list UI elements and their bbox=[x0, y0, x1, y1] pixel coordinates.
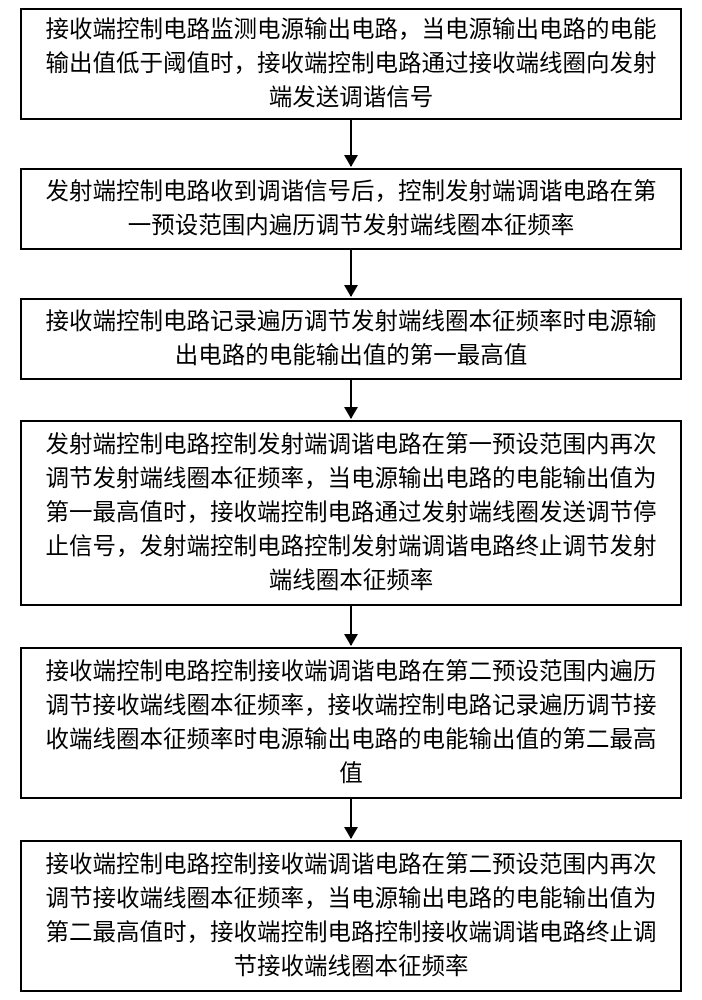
flow-step-4: 发射端控制电路控制发射端调谐电路在第一预设范围内再次调节发射端线圈本征频率，当电… bbox=[20, 420, 682, 606]
flowchart-canvas: 接收端控制电路监测电源输出电路，当电源输出电路的电能输出值低于阈值时，接收端控制… bbox=[0, 0, 702, 1000]
flow-arrow-3 bbox=[350, 380, 352, 418]
flow-arrow-5 bbox=[350, 799, 352, 838]
flow-step-6: 接收端控制电路控制接收端调谐电路在第二预设范围内再次调节接收端线圈本征频率，当电… bbox=[20, 840, 682, 992]
flow-step-3: 接收端控制电路记录遍历调节发射端线圈本征频率时电源输出电路的电能输出值的第一最高… bbox=[20, 298, 682, 380]
flow-arrow-2 bbox=[350, 250, 352, 296]
flow-step-1-text: 接收端控制电路监测电源输出电路，当电源输出电路的电能输出值低于阈值时，接收端控制… bbox=[38, 13, 664, 115]
flow-step-3-text: 接收端控制电路记录遍历调节发射端线圈本征频率时电源输出电路的电能输出值的第一最高… bbox=[38, 305, 664, 373]
flow-arrow-1 bbox=[350, 120, 352, 166]
flow-step-4-text: 发射端控制电路控制发射端调谐电路在第一预设范围内再次调节发射端线圈本征频率，当电… bbox=[38, 428, 664, 598]
flow-step-5-text: 接收端控制电路控制接收端调谐电路在第二预设范围内遍历调节接收端线圈本征频率，接收… bbox=[38, 655, 664, 791]
flow-step-5: 接收端控制电路控制接收端调谐电路在第二预设范围内遍历调节接收端线圈本征频率，接收… bbox=[20, 647, 682, 799]
flow-step-1: 接收端控制电路监测电源输出电路，当电源输出电路的电能输出值低于阈值时，接收端控制… bbox=[20, 8, 682, 120]
flow-step-2-text: 发射端控制电路收到调谐信号后，控制发射端调谐电路在第一预设范围内遍历调节发射端线… bbox=[38, 175, 664, 243]
flow-step-2: 发射端控制电路收到调谐信号后，控制发射端调谐电路在第一预设范围内遍历调节发射端线… bbox=[20, 168, 682, 250]
flow-step-6-text: 接收端控制电路控制接收端调谐电路在第二预设范围内再次调节接收端线圈本征频率，当电… bbox=[38, 848, 664, 984]
flow-arrow-4 bbox=[350, 606, 352, 645]
